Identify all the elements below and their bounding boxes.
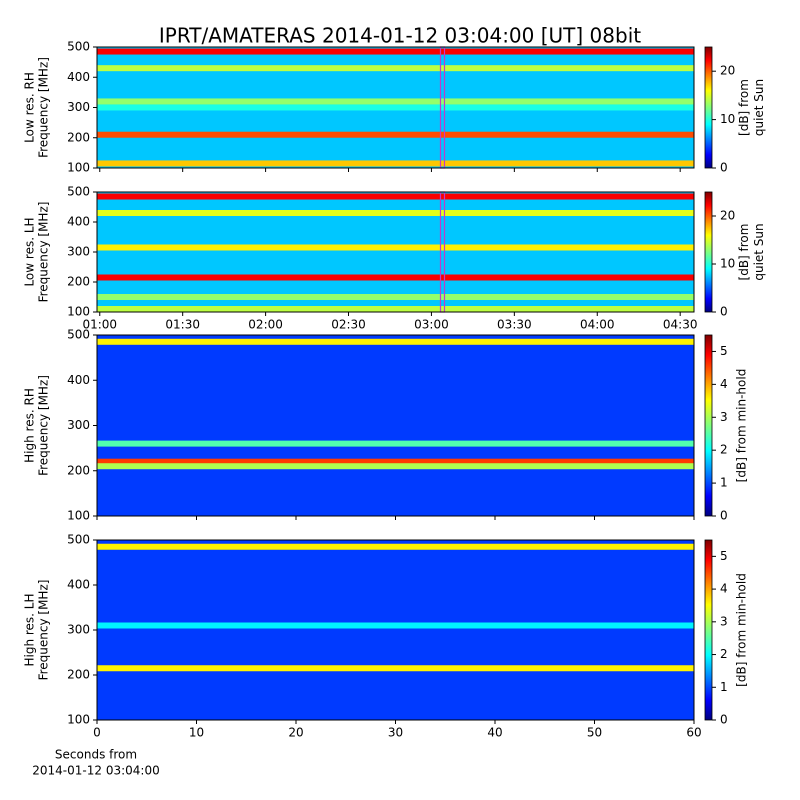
y-tick-label: 100 (67, 713, 90, 727)
y-tick-label: 300 (67, 623, 90, 637)
x-tick-label: 02:00 (248, 318, 283, 332)
colorbar (704, 46, 713, 169)
y-axis-label: High res. LH (23, 593, 37, 666)
band (97, 463, 694, 470)
heatmap-background (97, 335, 694, 516)
colorbar (704, 191, 713, 313)
x-tick-label: 03:00 (414, 318, 449, 332)
band (97, 160, 694, 167)
y-tick-label: 200 (67, 275, 90, 289)
y-tick-label: 400 (67, 578, 90, 592)
band (97, 665, 694, 672)
band (97, 458, 694, 465)
y-tick-label: 400 (67, 70, 90, 84)
x-tick-label: 04:30 (663, 318, 698, 332)
y-tick-label: 500 (67, 533, 90, 547)
band (97, 274, 694, 281)
colorbar-label: quiet Sun (752, 79, 766, 136)
heatmap-background (97, 540, 694, 720)
colorbar-tick-label: 4 (720, 377, 728, 391)
x-tick-label: 10 (189, 726, 204, 740)
x-tick-label: 03:30 (497, 318, 532, 332)
colorbar (704, 334, 713, 517)
colorbar-tick-label: 5 (720, 344, 728, 358)
colorbar (704, 539, 713, 721)
y-axis-label: Frequency [MHz] (37, 375, 51, 476)
colorbar-tick-label: 2 (720, 647, 728, 661)
colorbar-tick-label: 4 (720, 582, 728, 596)
y-tick-label: 200 (67, 668, 90, 682)
y-tick-label: 100 (67, 161, 90, 175)
y-tick-label: 200 (67, 130, 90, 144)
x-tick-label: 01:00 (82, 318, 117, 332)
band (97, 244, 694, 251)
x-tick-label: 30 (388, 726, 403, 740)
band (97, 131, 694, 138)
y-tick-label: 400 (67, 373, 90, 387)
colorbar-label: [dB] from min-hold (735, 573, 749, 687)
colorbar-tick-label: 0 (720, 161, 728, 175)
x-tick-label: 20 (288, 726, 303, 740)
x-tick-label: 40 (487, 726, 502, 740)
x-tick-label: 04:00 (580, 318, 615, 332)
figure-title: IPRT/AMATERAS 2014-01-12 03:04:00 [UT] 0… (159, 24, 641, 48)
band (97, 543, 694, 550)
colorbar-tick-label: 2 (720, 443, 728, 457)
x-axis-label: 2014-01-12 03:04:00 (32, 764, 159, 778)
colorbar-tick-label: 0 (720, 713, 728, 727)
y-tick-label: 300 (67, 100, 90, 114)
y-axis-label: Frequency [MHz] (37, 580, 51, 681)
band (97, 210, 694, 216)
y-tick-label: 500 (67, 185, 90, 199)
colorbar-tick-label: 3 (720, 410, 728, 424)
band (97, 193, 694, 200)
x-tick-label: 02:30 (331, 318, 366, 332)
colorbar-tick-label: 10 (720, 257, 735, 271)
y-axis-label: High res. RH (23, 388, 37, 463)
x-tick-label: 50 (587, 726, 602, 740)
colorbar-label: quiet Sun (752, 223, 766, 280)
y-axis-label: Frequency [MHz] (37, 57, 51, 158)
y-tick-label: 300 (67, 245, 90, 259)
y-tick-label: 400 (67, 215, 90, 229)
y-tick-label: 200 (67, 463, 90, 477)
colorbar-label: [dB] from min-hold (735, 369, 749, 483)
band (97, 104, 694, 111)
y-tick-label: 100 (67, 509, 90, 523)
band (97, 306, 694, 312)
x-axis-label: Seconds from (55, 748, 137, 762)
x-tick-label: 01:30 (165, 318, 200, 332)
y-tick-label: 100 (67, 305, 90, 319)
colorbar-label: [dB] from (737, 79, 751, 136)
y-axis-label: Low res. RH (23, 72, 37, 143)
y-tick-label: 300 (67, 418, 90, 432)
y-tick-label: 500 (67, 40, 90, 54)
band (97, 65, 694, 72)
x-tick-label: 0 (93, 726, 101, 740)
x-tick-label: 60 (686, 726, 701, 740)
band (97, 338, 694, 345)
colorbar-tick-label: 3 (720, 614, 728, 628)
band (97, 48, 694, 55)
band (97, 622, 694, 629)
colorbar-label: [dB] from (737, 224, 751, 281)
y-tick-label: 500 (67, 328, 90, 342)
colorbar-tick-label: 0 (720, 509, 728, 523)
colorbar-tick-label: 1 (720, 476, 728, 490)
colorbar-tick-label: 10 (720, 112, 735, 126)
band (97, 294, 694, 300)
band (97, 98, 694, 105)
colorbar-tick-label: 1 (720, 680, 728, 694)
y-axis-label: Low res. LH (23, 217, 37, 286)
y-axis-label: Frequency [MHz] (37, 202, 51, 303)
colorbar-tick-label: 20 (720, 209, 735, 223)
band (97, 440, 694, 447)
colorbar-tick-label: 20 (720, 64, 735, 78)
colorbar-tick-label: 0 (720, 305, 728, 319)
colorbar-tick-label: 5 (720, 549, 728, 563)
